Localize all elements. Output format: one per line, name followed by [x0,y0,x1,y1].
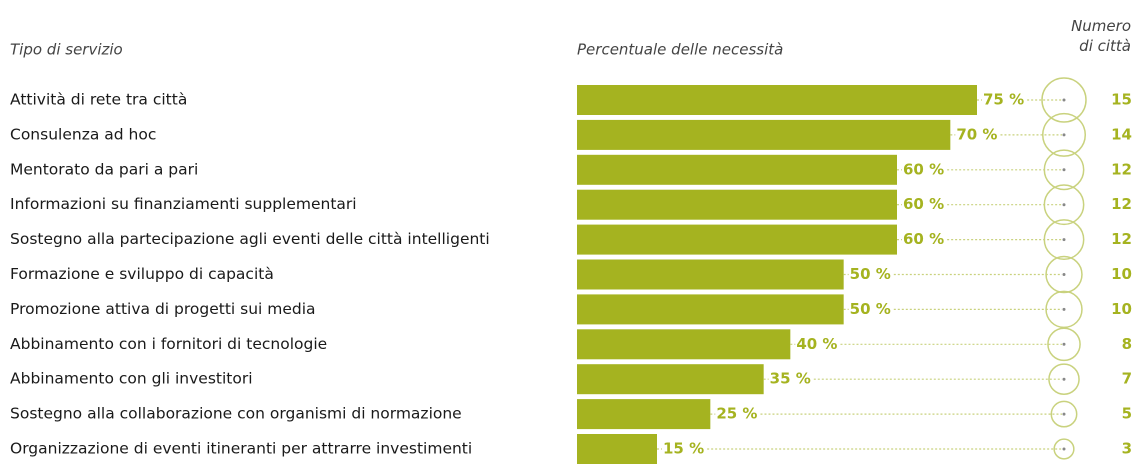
count-circle [1045,255,1083,294]
value-label: 70 % [956,125,997,143]
category-label: Attività di rete tra città [10,91,187,109]
bar [577,294,844,325]
count-circle [1048,363,1080,395]
count-dot [1062,447,1066,451]
count-label: 15 [1111,91,1132,109]
count-dot [1062,133,1066,137]
count-circle [1050,400,1078,428]
count-dot [1062,342,1066,346]
category-label: Mentorato da pari a pari [10,160,198,178]
count-dot [1062,307,1066,311]
count-label: 10 [1111,265,1132,283]
count-label: 7 [1122,370,1132,388]
count-circle [1053,438,1075,460]
count-circle [1045,290,1083,329]
count-dot [1062,412,1066,416]
bar [577,399,711,430]
count-dot [1062,168,1066,172]
count-label: 14 [1111,125,1132,143]
count-circle [1047,327,1081,362]
bar [577,119,951,150]
category-label: Formazione e sviluppo di capacità [10,265,274,283]
bar [577,154,897,185]
count-dot [1062,203,1066,207]
category-label: Organizzazione di eventi itineranti per … [10,440,472,458]
value-label: 25 % [716,405,757,423]
category-label: Promozione attiva di progetti sui media [10,300,316,318]
value-label: 60 % [903,230,944,248]
count-dot [1062,377,1066,381]
value-label: 50 % [850,300,891,318]
bar [577,434,657,464]
value-label: 60 % [903,160,944,178]
bar [577,329,791,360]
count-label: 12 [1111,195,1132,213]
count-circle [1043,219,1085,261]
category-label: Abbinamento con gli investitori [10,370,253,388]
count-label: 5 [1122,405,1132,423]
category-label: Informazioni su finanziamenti supplement… [10,195,357,213]
category-label: Sostegno alla partecipazione agli eventi… [10,230,490,248]
category-label: Sostegno alla collaborazione con organis… [10,405,462,423]
value-label: 50 % [850,265,891,283]
count-label: 12 [1111,230,1132,248]
count-label: 3 [1122,440,1132,458]
count-label: 10 [1111,300,1132,318]
count-dot [1062,273,1066,276]
count-header: Numero di città [1071,17,1131,55]
count-circle [1041,77,1087,123]
value-label: 75 % [983,91,1024,109]
value-label: 60 % [903,195,944,213]
value-header: Percentuale delle necessità [577,41,783,59]
bar [577,364,764,395]
category-header: Tipo di servizio [10,41,123,59]
value-label: 35 % [770,370,811,388]
count-label: 12 [1111,160,1132,178]
count-dot [1062,98,1066,102]
category-label: Abbinamento con i fornitori di tecnologi… [10,335,327,353]
bar [577,259,844,290]
count-circle [1043,149,1085,191]
bar [577,224,897,255]
value-label: 40 % [796,335,837,353]
count-dot [1062,238,1066,242]
count-circle [1043,184,1085,226]
count-label: 8 [1122,335,1132,353]
bar [577,189,897,220]
count-circle [1041,112,1087,157]
bar [577,85,977,115]
category-label: Consulenza ad hoc [10,125,156,143]
value-label: 15 % [663,440,704,458]
